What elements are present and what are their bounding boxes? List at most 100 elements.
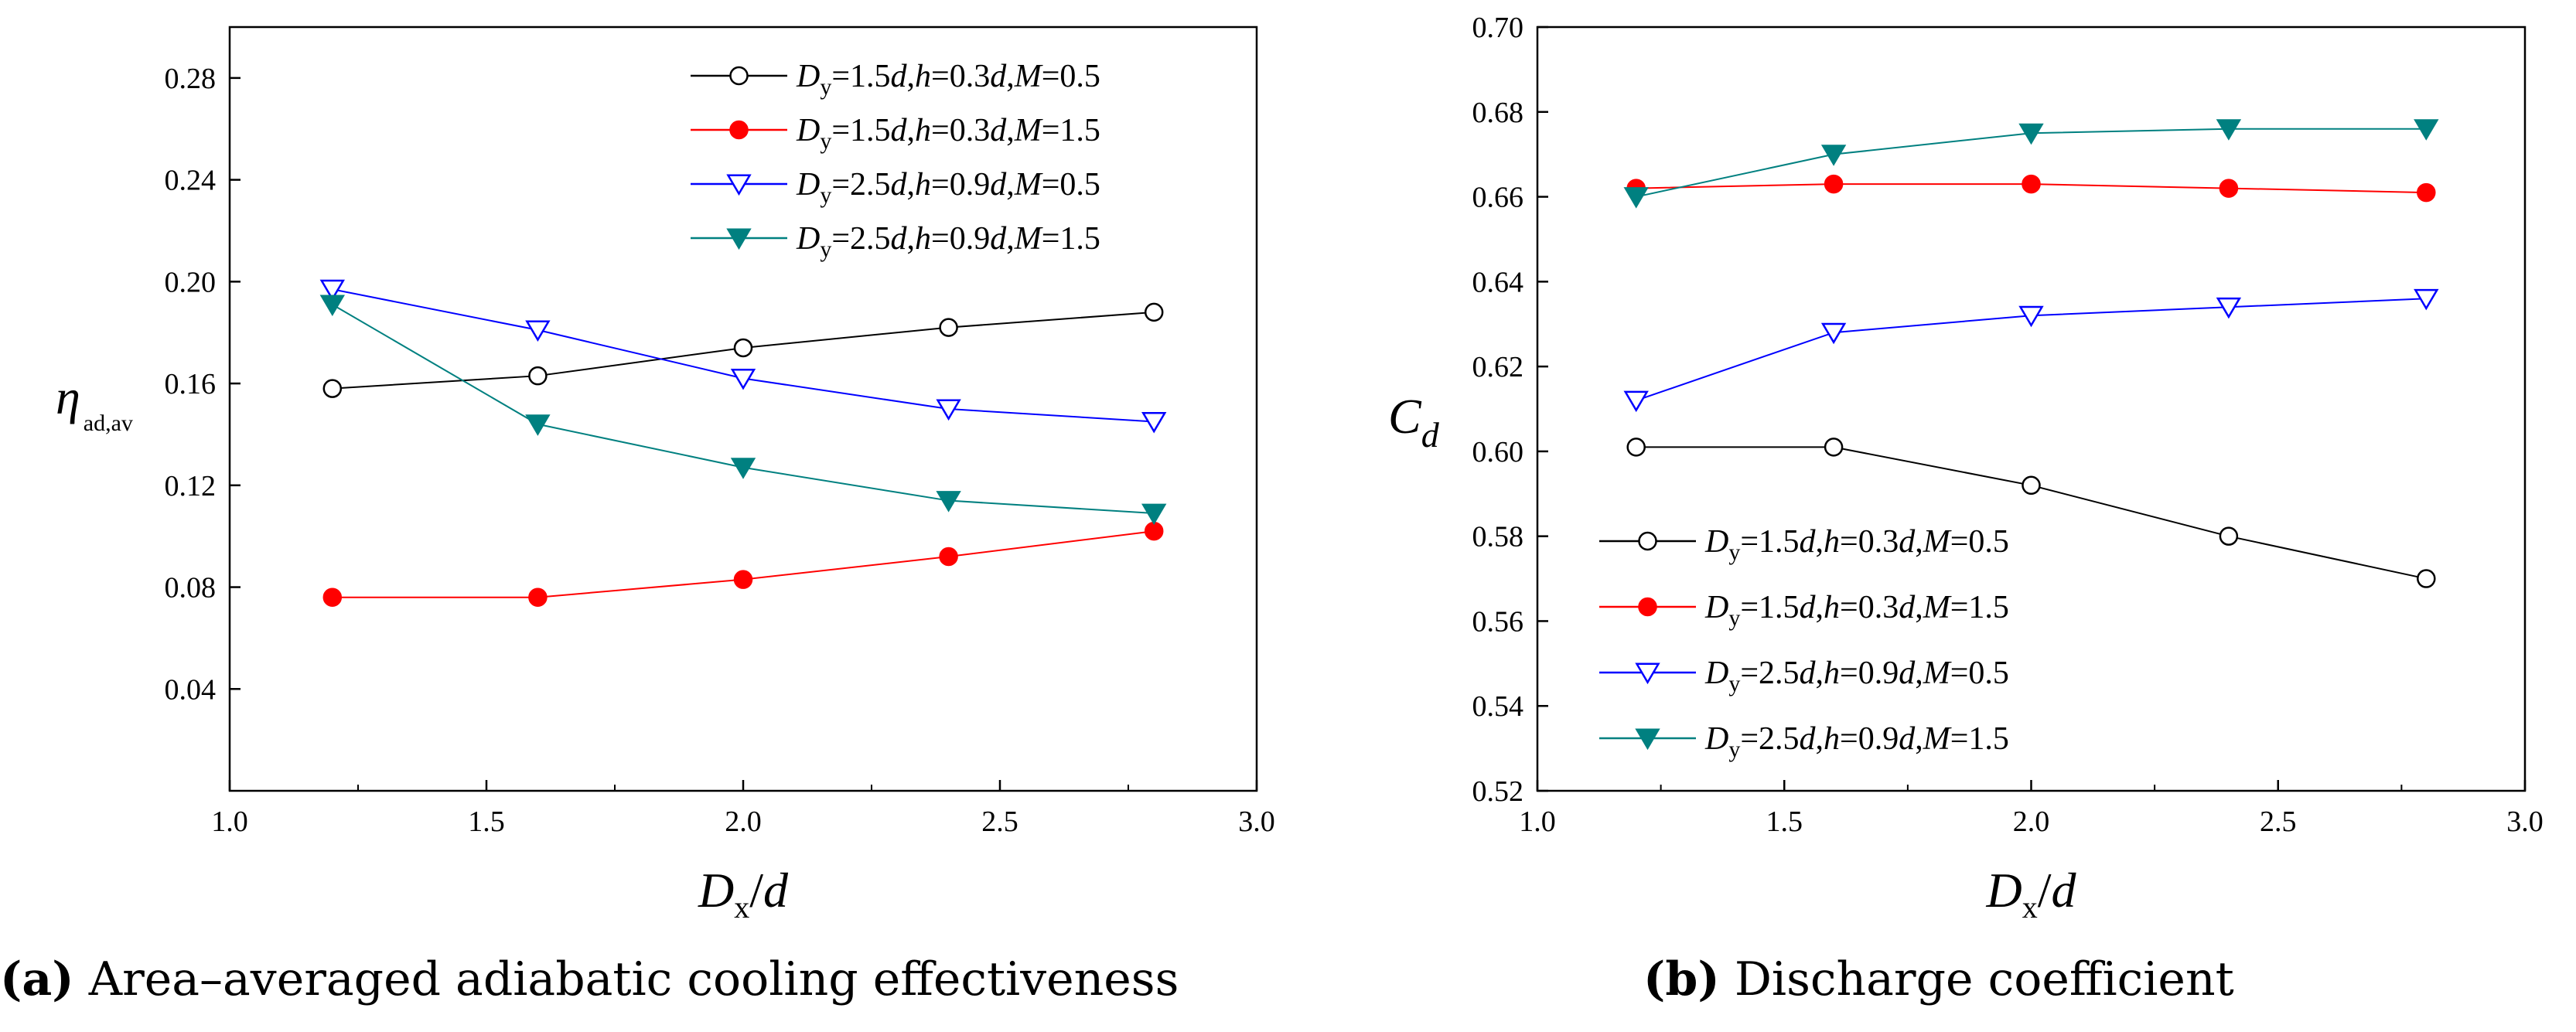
legend-label-val2: =0.9: [1840, 721, 1899, 757]
legend-label-val2: =0.3: [931, 59, 990, 94]
legend-label-comma1: ,: [907, 113, 916, 148]
data-point: [730, 369, 756, 390]
legend-label-sub: y: [1728, 737, 1740, 762]
caption-b-text: Discharge coefficient: [1734, 952, 2234, 1006]
data-point: [1623, 390, 1649, 413]
legend-label-val1: =2.5: [831, 167, 890, 203]
legend-marker: [1635, 728, 1660, 751]
legend-label-d2: d: [990, 59, 1007, 94]
legend-marker: [1638, 597, 1657, 617]
data-point: [525, 414, 551, 436]
legend-label-sub: y: [820, 182, 831, 208]
legend-label-d: D: [796, 167, 820, 203]
x-tick-label: 2.5: [981, 806, 1018, 838]
legend-label-d: D: [1704, 524, 1728, 560]
data-point: [1144, 302, 1164, 322]
legend-label-d1: d: [1800, 656, 1817, 691]
legend-label-m: M: [1923, 590, 1952, 625]
series-4: [319, 295, 1167, 526]
data-point: [322, 379, 343, 398]
legend-entry-3: Dy=2.5d,h=0.9d,M=0.5: [691, 167, 1100, 208]
legend-label: Dy=2.5d,h=0.9d,M=0.5: [1704, 656, 2009, 697]
legend-label-m: M: [1923, 524, 1952, 560]
series-1: [1626, 438, 2436, 588]
legend-label-sub: y: [820, 237, 831, 262]
data-point: [936, 491, 961, 513]
legend-label: Dy=2.5d,h=0.9d,M=1.5: [796, 221, 1100, 262]
series-3: [319, 279, 1167, 434]
data-point: [528, 366, 548, 386]
legend-label-comma1: ,: [1816, 721, 1824, 757]
legend-label-comma1: ,: [907, 59, 916, 94]
y-tick-label: 0.66: [1472, 182, 1524, 214]
data-point: [2022, 174, 2041, 194]
data-point: [936, 399, 961, 421]
data-point: [2219, 179, 2239, 198]
data-point: [2022, 475, 2041, 496]
y-tick-label: 0.62: [1472, 351, 1524, 383]
legend-label-val2: =0.3: [931, 113, 990, 148]
legend-label-comma2: ,: [1915, 590, 1923, 625]
data-point: [525, 320, 551, 342]
plot-frame: [228, 26, 1258, 792]
legend-label-sub: y: [820, 74, 831, 100]
legend-label-comma2: ,: [1006, 221, 1015, 257]
legend-label-m: M: [1923, 721, 1952, 757]
legend-label-d: D: [1704, 590, 1728, 625]
data-point: [2417, 182, 2436, 203]
series-line: [332, 304, 1155, 515]
caption-b-label: (b): [1643, 952, 1720, 1006]
legend-marker: [729, 120, 749, 140]
x-label-sub: x: [2022, 890, 2038, 925]
legend-label-val3: =0.5: [1950, 656, 2009, 691]
data-point: [2417, 569, 2436, 588]
x-label-slash: /: [749, 863, 763, 918]
data-point: [2216, 119, 2242, 141]
legend-marker: [1638, 531, 1657, 551]
legend-label-h: h: [1824, 590, 1840, 625]
legend-label-val3: =1.5: [1042, 113, 1100, 148]
legend-label-val1: =1.5: [1740, 524, 1799, 560]
data-point: [939, 318, 958, 337]
legend-label-m: M: [1014, 221, 1043, 257]
y-tick-label: 0.52: [1472, 775, 1524, 808]
legend-label-d2: d: [990, 167, 1007, 203]
legend-label-d1: d: [891, 167, 908, 203]
legend-label-h: h: [915, 221, 931, 257]
legend-label-val1: =1.5: [1740, 590, 1799, 625]
legend-label-comma2: ,: [1006, 167, 1015, 203]
legend-label-val1: =2.5: [831, 221, 890, 257]
data-point: [2414, 288, 2439, 311]
legend-marker: [729, 66, 749, 86]
y-tick-label: 0.56: [1472, 605, 1524, 638]
legend-label-h: h: [915, 167, 931, 203]
data-point: [733, 570, 753, 589]
y-axis-label: η ad,av: [56, 370, 133, 436]
legend-label-m: M: [1014, 167, 1043, 203]
legend-entry-2: Dy=1.5d,h=0.3d,M=1.5: [1599, 590, 2009, 631]
legend-label-comma2: ,: [1915, 656, 1923, 691]
legend-label-val1: =2.5: [1740, 721, 1799, 757]
legend-label-comma2: ,: [1006, 59, 1015, 94]
legend-marker: [1635, 662, 1660, 685]
legend-label-d1: d: [891, 59, 908, 94]
legend-label-d: D: [796, 59, 820, 94]
legend-label-val2: =0.9: [931, 221, 990, 257]
legend-label-h: h: [1824, 524, 1840, 560]
x-tick-label: 2.0: [2013, 806, 2050, 838]
legend-label-d: D: [1704, 656, 1728, 691]
legend-label-d2: d: [990, 221, 1007, 257]
x-label-den: d: [2052, 863, 2077, 918]
legend-entry-1: Dy=1.5d,h=0.3d,M=0.5: [1599, 524, 2009, 565]
y-tick-label: 0.08: [165, 572, 217, 605]
x-tick-label: 1.0: [1519, 806, 1556, 838]
legend-marker: [726, 174, 752, 196]
legend-label-d2: d: [1899, 721, 1916, 757]
x-tick-label: 3.0: [1238, 806, 1275, 838]
data-point: [733, 338, 753, 358]
data-point: [2018, 123, 2044, 145]
legend-label-d1: d: [891, 113, 908, 148]
legend-label-d2: d: [1899, 656, 1916, 691]
legend-label-val3: =1.5: [1950, 590, 2009, 625]
legend-label-val2: =0.9: [1840, 656, 1899, 691]
